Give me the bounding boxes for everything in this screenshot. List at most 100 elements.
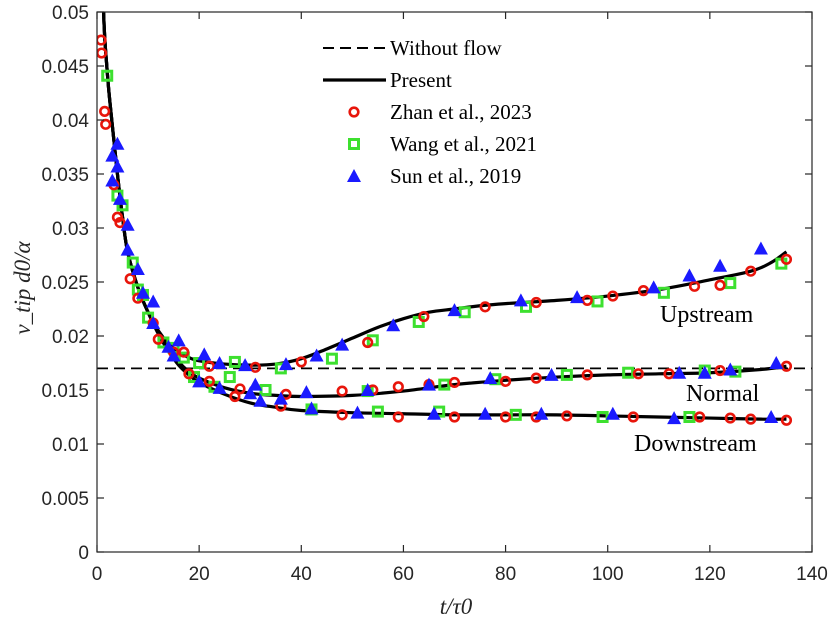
point-sun [672, 365, 687, 379]
y-tick-label: 0.04 [52, 111, 89, 132]
x-tick-label: 140 [796, 564, 828, 585]
point-zhan [362, 336, 374, 349]
point-sun [146, 316, 161, 330]
point-zhan [114, 217, 126, 229]
axes-frame [96, 11, 813, 553]
point-sun [753, 241, 768, 255]
point-sun [248, 377, 263, 391]
point-sun [764, 410, 779, 423]
legend-zhan-label: Zhan et al., 2023 [390, 100, 532, 124]
x-tick-label: 80 [495, 564, 516, 585]
point-wang [223, 371, 236, 384]
point-zhan [336, 385, 348, 397]
point-zhan [229, 390, 241, 403]
point-zhan [714, 364, 726, 377]
legend-wang-marker [348, 138, 360, 150]
x-tick-label: 120 [694, 564, 726, 585]
y-tick-label: 0 [78, 543, 89, 564]
point-zhan [694, 411, 706, 423]
point-sun [299, 385, 314, 399]
point-zhan [627, 411, 639, 423]
point-zhan [714, 279, 726, 291]
point-zhan [632, 368, 644, 380]
point-zhan [100, 118, 112, 130]
annotation-upstream: Upstream [660, 302, 754, 328]
x-tick-label: 0 [92, 564, 103, 585]
point-wang [683, 411, 696, 423]
point-sun [483, 371, 498, 385]
point-wang [560, 368, 573, 381]
point-sun [146, 294, 161, 308]
point-zhan [152, 333, 164, 345]
x-axis-label: t/τ0 [440, 594, 473, 619]
point-zhan [336, 409, 348, 421]
point-wang [509, 408, 522, 421]
point-sun [161, 339, 176, 353]
plot-markers [97, 34, 793, 426]
legend-wang-label: Wang et al., 2021 [390, 132, 537, 156]
point-sun [309, 348, 324, 362]
point-sun [192, 374, 207, 388]
point-zhan [124, 273, 136, 285]
point-wang [101, 69, 114, 82]
point-wang [438, 378, 451, 391]
point-sun [513, 293, 528, 307]
point-sun [110, 136, 125, 150]
point-sun [534, 406, 549, 420]
point-sun [112, 191, 127, 205]
point-sun [243, 386, 258, 400]
point-sun [130, 262, 145, 276]
y-tick-label: 0.045 [41, 57, 89, 78]
point-sun [360, 383, 375, 396]
point-zhan [392, 381, 404, 393]
x-tick-label: 20 [189, 564, 210, 585]
point-wang [228, 355, 241, 368]
point-sun [421, 377, 436, 391]
y-tick-label: 0.05 [52, 3, 89, 24]
point-zhan [479, 301, 491, 313]
legend-sun-marker [347, 169, 361, 182]
point-zhan [448, 411, 461, 423]
point-sun [273, 391, 288, 405]
y-tick-label: 0.005 [41, 489, 89, 510]
y-axis-label: v_tip d0/α [10, 240, 35, 334]
point-sun [171, 333, 186, 347]
legend: Without flow Present Zhan et al., 2023 W… [323, 36, 537, 188]
point-sun [713, 258, 728, 272]
point-zhan [111, 211, 124, 223]
point-sun [304, 401, 319, 415]
annotation-downstream: Downstream [634, 431, 757, 457]
point-wang [520, 300, 532, 313]
legend-sun-label: Sun et al., 2019 [390, 164, 521, 188]
point-zhan [295, 356, 307, 368]
tick-labels: 0 20 40 60 80 100 120 140 0 0.005 0.01 0.015 0.02 0.0… [41, 3, 827, 585]
point-sun [350, 405, 365, 419]
point-zhan [249, 361, 261, 373]
point-sun [120, 242, 135, 256]
point-sun [238, 358, 253, 372]
annotation-normal: Normal [686, 381, 760, 407]
point-sun [667, 411, 682, 425]
point-zhan [637, 285, 650, 297]
point-zhan [780, 414, 793, 426]
point-sun [197, 347, 212, 361]
point-wang [591, 295, 604, 308]
legend-without-flow-label: Without flow [390, 36, 503, 60]
point-zhan [178, 346, 190, 358]
legend-zhan-marker [348, 106, 360, 118]
point-wang [371, 405, 384, 418]
point-wang [622, 366, 635, 379]
point-zhan [418, 310, 430, 323]
point-zhan [530, 296, 542, 309]
point-zhan [745, 265, 757, 277]
point-zhan [688, 280, 701, 292]
point-sun [212, 380, 227, 394]
y-tick-label: 0.025 [41, 273, 89, 294]
point-wang [458, 306, 471, 319]
x-tick-label: 40 [291, 564, 312, 585]
point-zhan [203, 375, 215, 387]
point-sun [697, 365, 712, 379]
point-zhan [663, 368, 675, 380]
point-sun [278, 357, 293, 371]
